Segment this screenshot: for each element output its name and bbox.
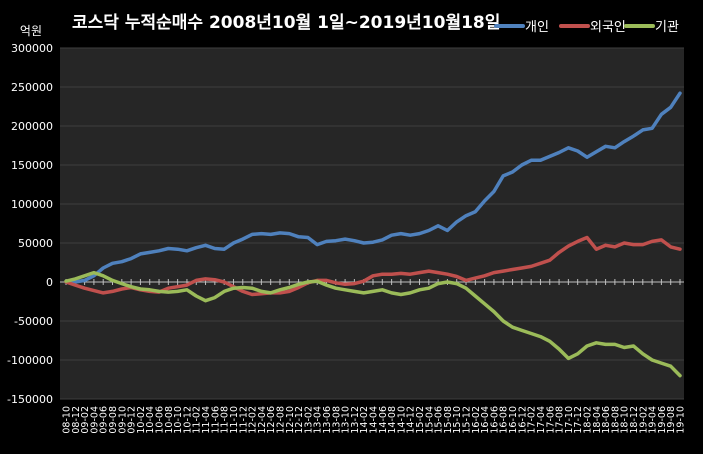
x-tick-label: 10-06 [155,406,166,434]
y-axis-unit-label: 억원 [20,24,42,38]
x-tick-label: 08-10 [62,406,73,434]
x-tick-label: 13-08 [331,406,342,434]
x-tick-label: 18-10 [620,406,631,434]
x-tick-label: 19-04 [648,406,659,434]
x-tick-label: 09-04 [89,406,100,434]
x-tick-label: 16-10 [508,406,519,434]
x-tick-label: 16-02 [471,406,482,434]
legend: 개인 외국인 기관 [494,20,679,35]
x-tick-label: 17-10 [564,406,575,434]
y-tick-label: 150000 [11,159,53,172]
x-tick-label: 16-06 [489,406,500,434]
x-tick-label: 12-08 [275,406,286,434]
y-tick-label: 200000 [11,120,53,133]
x-tick-label: 12-10 [285,406,296,434]
x-tick-label: 12-04 [257,406,268,434]
x-tick-label: 15-08 [443,406,454,434]
x-tick-label: 12-06 [266,406,277,434]
x-tick-label: 09-06 [99,406,110,434]
x-tick-label: 19-08 [666,406,677,434]
y-axis-ticks: 300000 250000 200000 150000 100000 50000 0 -500… [7,42,53,406]
x-tick-label: 13-06 [322,406,333,434]
x-tick-label: 15-04 [424,406,435,434]
chart-title: 코스닥 누적순매수 2008년10월 1일~2019년10월18일 [72,13,500,33]
x-tick-label: 14-12 [406,406,417,434]
x-tick-label: 11-08 [220,406,231,434]
x-tick-label: 19-02 [638,406,649,434]
x-tick-label: 15-10 [452,406,463,434]
x-tick-label: 11-06 [210,406,221,434]
x-tick-label: 19-06 [657,406,668,434]
legend-label: 기관 [655,20,679,35]
y-tick-label: 0 [46,276,53,289]
y-tick-label: -50000 [14,315,53,328]
series-lines [64,91,682,378]
x-tick-label: 15-12 [462,406,473,434]
x-tick-label: 12-02 [248,406,259,434]
x-tick-label: 14-02 [359,406,370,434]
x-tick-label: 12-12 [294,406,305,434]
x-tick-label: 14-10 [396,406,407,434]
x-tick-label: 14-06 [378,406,389,434]
x-tick-label: 09-12 [127,406,138,434]
x-tick-label: 09-02 [80,406,91,434]
x-tick-label: 10-08 [164,406,175,434]
x-tick-label: 15-06 [434,406,445,434]
x-tick-label: 13-04 [313,406,324,434]
x-tick-label: 18-04 [592,406,603,434]
series-line-1 [64,235,682,297]
series-line-2 [64,270,682,378]
x-tick-label: 10-10 [173,406,184,434]
x-tick-label: 18-02 [582,406,593,434]
x-tick-label: 09-08 [108,406,119,434]
x-tick-label: 18-08 [610,406,621,434]
x-tick-label: 13-02 [303,406,314,434]
x-tick-label: 13-10 [341,406,352,434]
x-tick-label: 11-04 [201,406,212,434]
y-tick-label: 50000 [18,237,53,250]
x-tick-label: 11-12 [238,406,249,434]
x-tick-label: 17-06 [545,406,556,434]
x-tick-label: 18-06 [601,406,612,434]
x-tick-label: 17-02 [527,406,538,434]
y-tick-label: 100000 [11,198,53,211]
x-tick-label: 17-12 [573,406,584,434]
y-tick-label: 300000 [11,42,53,55]
x-tick-label: 14-08 [387,406,398,434]
y-tick-label: -150000 [7,393,53,406]
x-tick-label: 10-04 [145,406,156,434]
x-tick-label: 09-10 [117,406,128,434]
series-line-0 [64,91,682,284]
legend-label: 외국인 [590,20,626,35]
x-tick-label: 15-02 [415,406,426,434]
x-tick-label: 08-12 [71,406,82,434]
x-tick-label: 10-02 [136,406,147,434]
x-tick-label: 10-12 [182,406,193,434]
x-tick-label: 16-12 [517,406,528,434]
x-tick-label: 17-04 [536,406,547,434]
plot-area [60,48,684,399]
x-tick-label: 13-12 [350,406,361,434]
x-tick-label: 16-08 [499,406,510,434]
x-tick-label: 16-04 [480,406,491,434]
x-tick-label: 14-04 [369,406,380,434]
x-tick-label: 11-10 [229,406,240,434]
x-axis-ticks: 08-1008-1209-0209-0409-0609-0809-1009-12… [62,279,687,434]
x-tick-label: 17-08 [555,406,566,434]
x-tick-label: 19-10 [676,406,687,434]
y-tick-label: -100000 [7,354,53,367]
x-tick-label: 18-12 [629,406,640,434]
y-tick-label: 250000 [11,81,53,94]
x-tick-label: 11-02 [192,406,203,434]
legend-label: 개인 [525,20,549,35]
